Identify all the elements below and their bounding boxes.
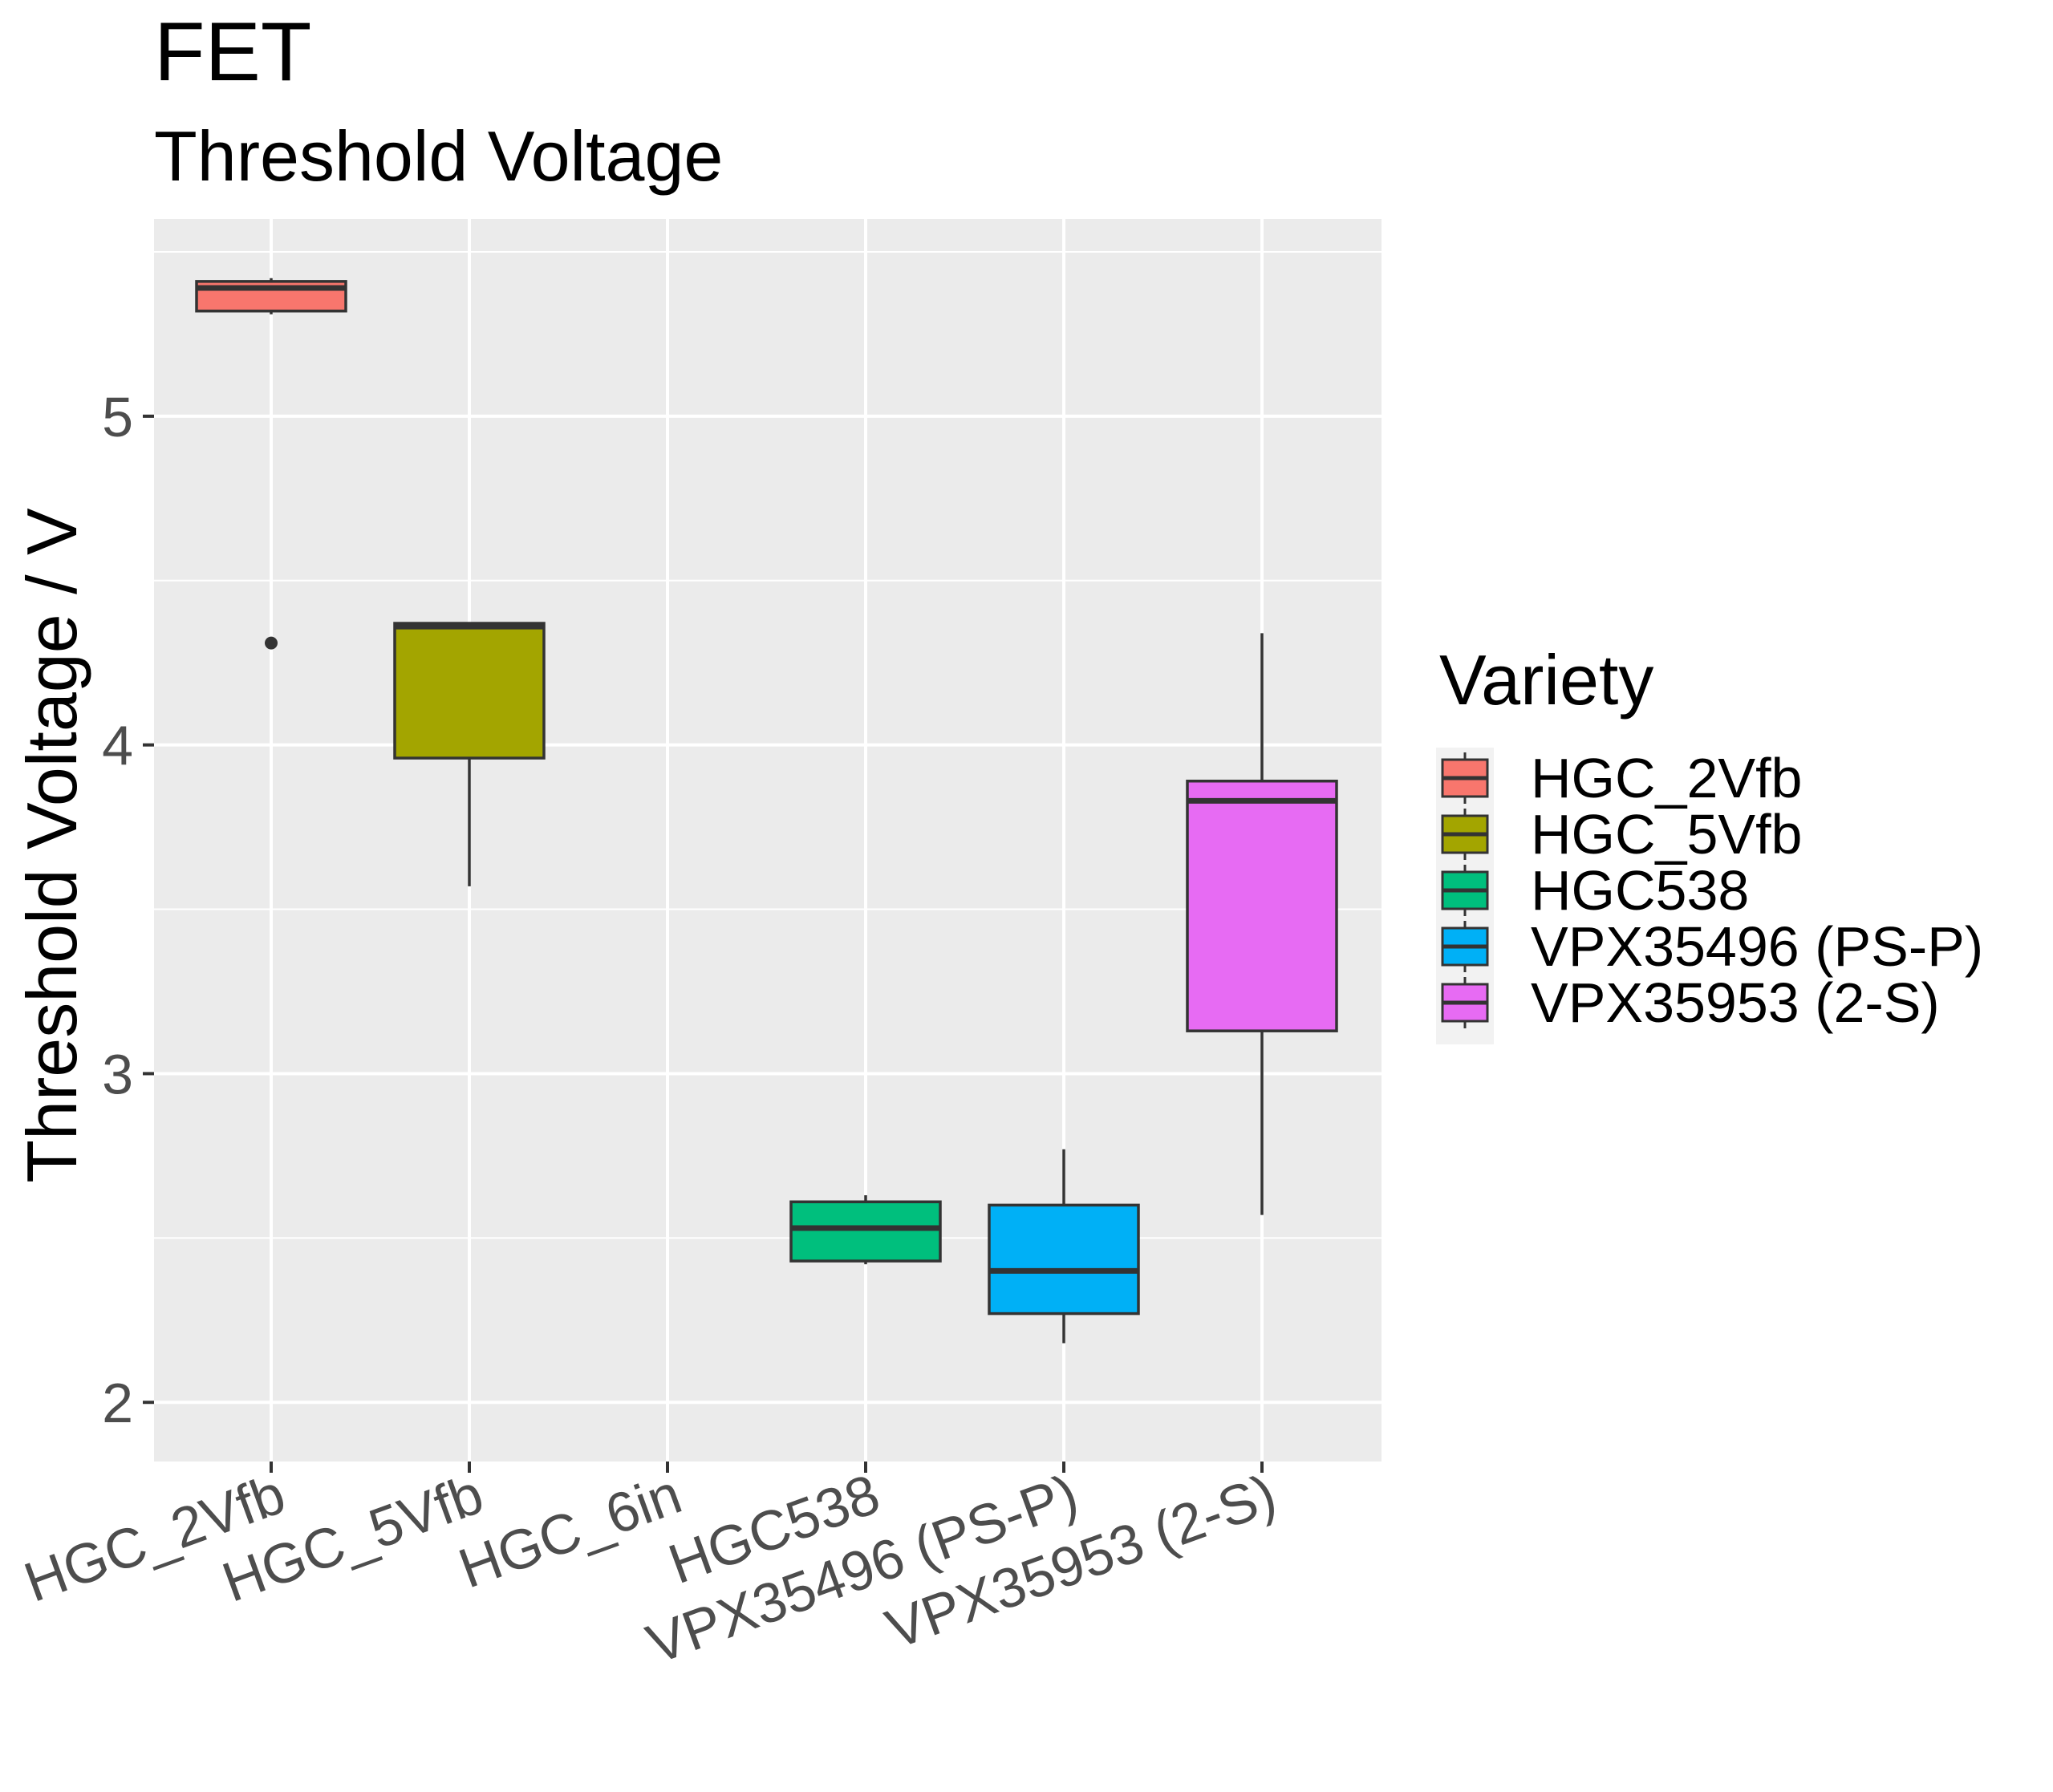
box-HGC_2Vfb (195, 278, 347, 650)
legend-entry-label: VPX35496 (PS-P) (1531, 915, 1983, 978)
box-body (789, 1200, 942, 1263)
y-tick-label: 3 (102, 1043, 133, 1105)
chart-title: FET (154, 6, 311, 99)
legend-entry-label: HGC_2Vfb (1531, 747, 1802, 809)
box-series (195, 278, 1338, 1344)
legend-entry: HGC_5Vfb (1441, 803, 1802, 866)
legend-entry: HGC_2Vfb (1441, 747, 1802, 809)
y-tick-label: 5 (102, 386, 133, 448)
box-HGC_5Vfb (393, 622, 546, 886)
plot-panel (154, 219, 1382, 1462)
box-VPX35496 (PS-P) (988, 1149, 1140, 1344)
y-tick-label: 2 (102, 1372, 133, 1434)
box-body (1186, 779, 1338, 1032)
legend-title: Variety (1439, 640, 1653, 720)
legend-entry: HGC538 (1441, 859, 1749, 922)
y-axis: 2 3 4 5 (102, 386, 154, 1434)
y-tick-label: 4 (102, 715, 133, 777)
box-VPX35953 (2-S) (1186, 633, 1338, 1215)
box-body (393, 622, 546, 760)
chart-subtitle: Threshold Voltage (154, 116, 723, 196)
box-body (988, 1203, 1140, 1316)
y-axis-label: Threshold Voltage / V (12, 508, 91, 1183)
x-tick-label: HGC_6in (451, 1462, 689, 1600)
legend-entry: VPX35953 (2-S) (1441, 971, 1940, 1034)
legend-entry-label: HGC_5Vfb (1531, 803, 1802, 866)
legend-entry-label: HGC538 (1531, 859, 1749, 922)
legend-entry: VPX35496 (PS-P) (1441, 915, 1983, 978)
outlier-point (265, 636, 278, 650)
legend-entry-label: VPX35953 (2-S) (1531, 971, 1940, 1034)
box-HGC538 (789, 1195, 942, 1265)
